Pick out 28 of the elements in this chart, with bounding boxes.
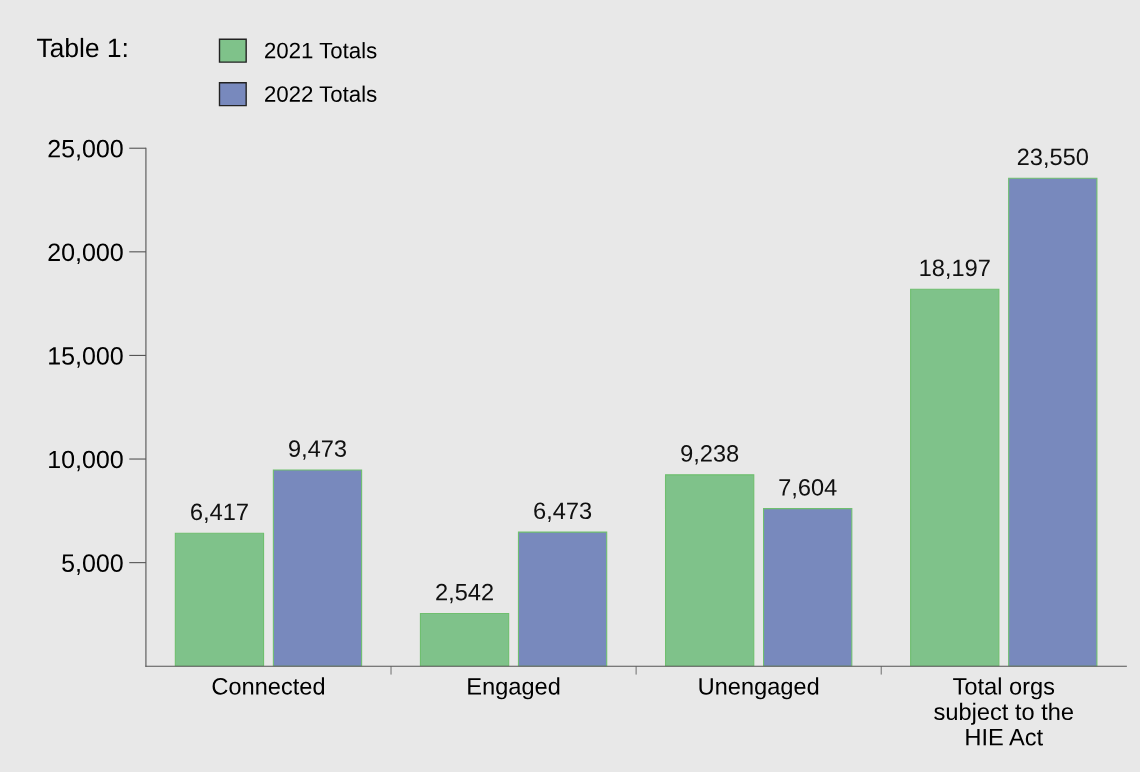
x-tick-label: Connected — [212, 677, 325, 695]
data-label: 6,473 — [534, 502, 592, 522]
bar — [664, 474, 755, 667]
y-tick-label: 25,000 — [48, 139, 123, 161]
bar — [272, 469, 363, 667]
bar — [517, 531, 608, 667]
bar — [174, 532, 265, 667]
bar — [1008, 177, 1098, 667]
x-tick-label: Unengaged — [699, 677, 819, 700]
bar — [910, 288, 1000, 667]
y-tick-label: 15,000 — [49, 347, 123, 368]
data-label: 7,604 — [779, 478, 837, 499]
legend-label: 2021 Totals — [265, 42, 377, 59]
y-tick-label: 20,000 — [48, 243, 123, 265]
x-tick-label: Total orgs subject to the HIE Act — [934, 677, 1073, 746]
legend-label: 2022 Totals — [265, 85, 377, 102]
data-label: 9,238 — [681, 445, 739, 465]
y-tick-label: 5,000 — [62, 554, 123, 575]
data-label: 9,473 — [289, 440, 346, 460]
x-tick-label: Engaged — [468, 677, 560, 700]
data-label: 2,542 — [436, 583, 493, 604]
data-label: 18,197 — [920, 259, 990, 279]
data-label: 23,550 — [1017, 148, 1088, 169]
y-tick-label: 10,000 — [49, 450, 123, 472]
bar — [763, 508, 853, 667]
data-label: 6,417 — [191, 503, 248, 524]
chart-title: Table 1: — [37, 37, 127, 58]
bar — [419, 613, 510, 667]
